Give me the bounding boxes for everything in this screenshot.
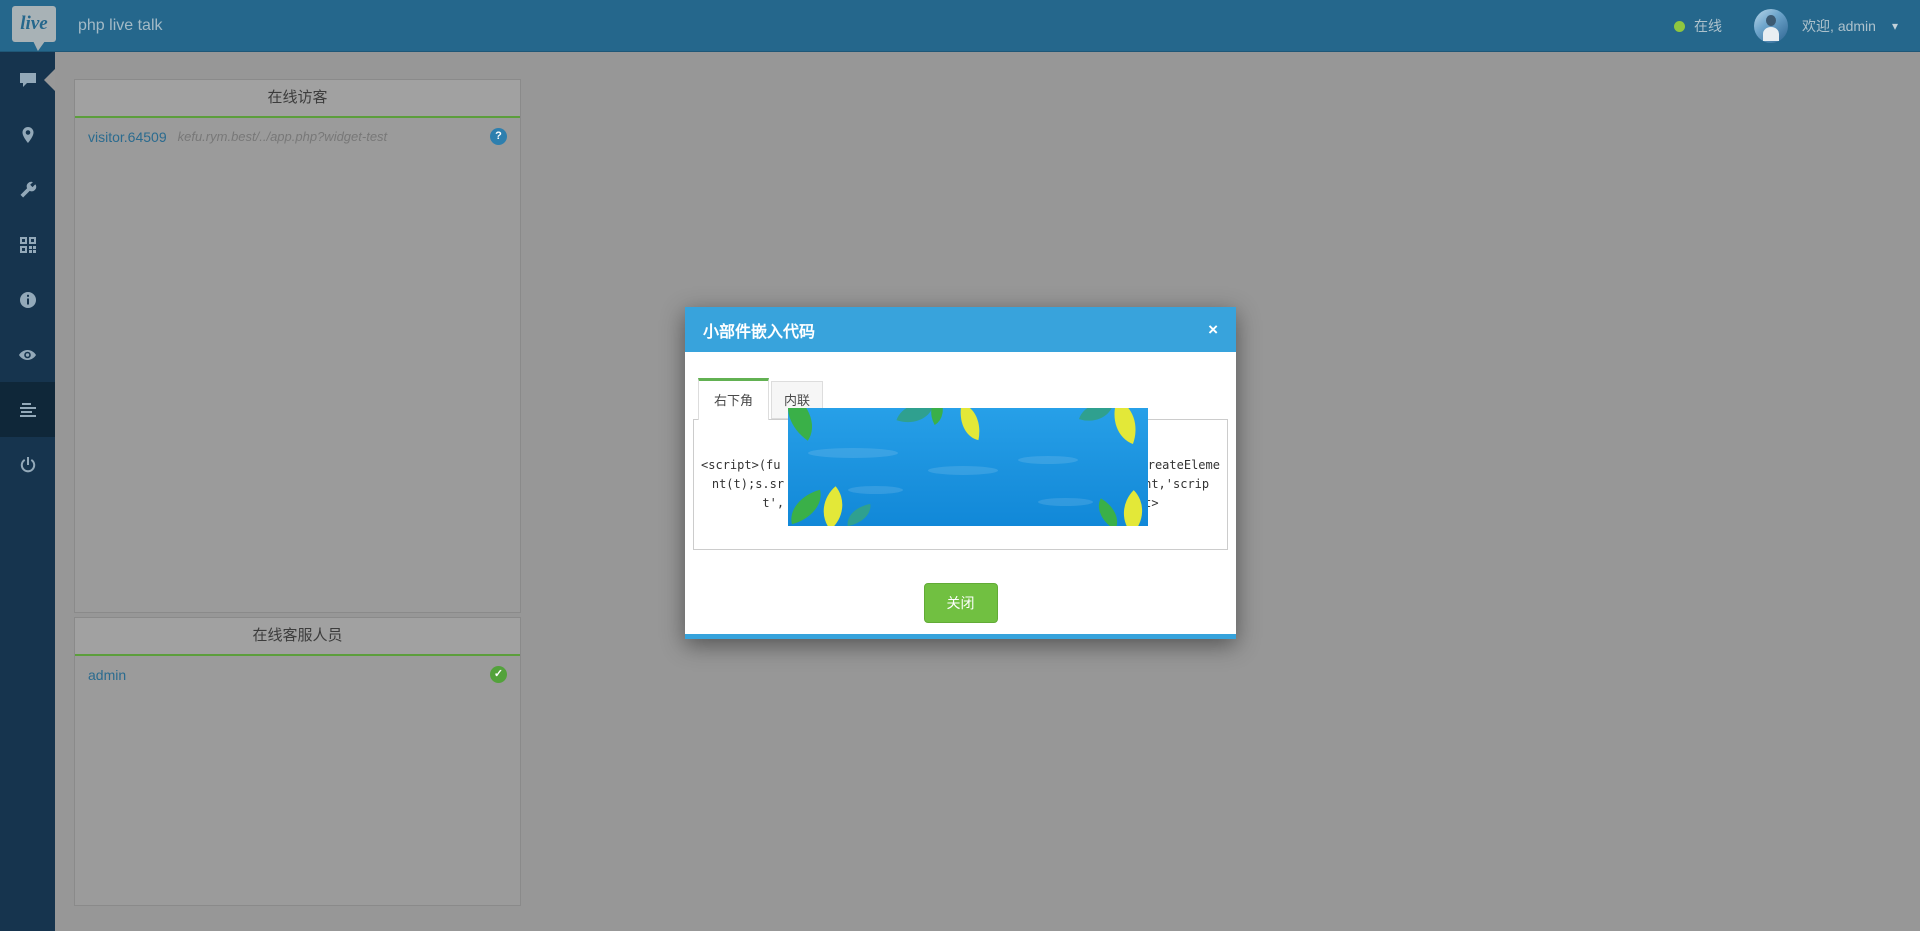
app-logo[interactable]: live xyxy=(12,6,56,51)
agent-name-link[interactable]: admin xyxy=(88,666,127,683)
leaf-icon xyxy=(1078,408,1114,428)
modal-footer: 关闭 xyxy=(693,550,1228,634)
qrcode-icon xyxy=(19,236,36,253)
online-agents-panel: 在线客服人员 admin ✓ xyxy=(74,617,521,906)
list-icon xyxy=(19,402,36,417)
agents-panel-title: 在线客服人员 xyxy=(75,618,520,656)
help-icon[interactable]: ? xyxy=(490,128,507,145)
eye-icon xyxy=(19,349,36,360)
welcome-text: 欢迎, admin xyxy=(1802,18,1876,34)
logo-text: live xyxy=(20,13,48,34)
online-status-toggle[interactable]: 在线 xyxy=(1674,16,1722,36)
visitor-row[interactable]: visitor.64509 kefu.rym.best/../app.php?w… xyxy=(75,118,520,155)
online-dot-icon xyxy=(1674,20,1686,32)
close-icon[interactable]: × xyxy=(1208,320,1218,339)
sidebar-item-visitors[interactable] xyxy=(0,107,55,162)
leaf-icon xyxy=(1090,498,1126,526)
wrench-icon xyxy=(20,181,36,197)
sidebar-item-chats[interactable] xyxy=(0,52,55,107)
power-icon xyxy=(20,456,35,472)
location-icon xyxy=(22,126,33,143)
leaf-icon xyxy=(1104,408,1146,445)
check-circle-icon: ✓ xyxy=(490,666,507,683)
tab-bottom-right[interactable]: 右下角 xyxy=(698,378,770,420)
leaf-icon xyxy=(954,408,986,441)
close-button[interactable]: 关闭 xyxy=(923,583,998,623)
sidebar-item-logs[interactable] xyxy=(0,382,55,437)
sidebar-item-monitor[interactable] xyxy=(0,327,55,382)
logo-bubble-tail xyxy=(30,41,46,51)
leaf-icon xyxy=(788,489,827,525)
leaf-icon xyxy=(844,503,874,526)
sidebar xyxy=(0,52,55,931)
leaf-icon xyxy=(788,408,825,441)
sidebar-item-about[interactable] xyxy=(0,272,55,327)
widget-preview-image xyxy=(788,408,1148,526)
visitors-panel-title: 在线访客 xyxy=(75,80,520,118)
code-line: nt(t);s.sr nt,'scrip xyxy=(711,477,1210,491)
modal-header: 小部件嵌入代码 × xyxy=(685,307,1236,352)
topbar: live php live talk 在线 欢迎, admin ▾ xyxy=(0,0,1920,52)
agent-row[interactable]: admin ✓ xyxy=(75,656,520,693)
online-visitors-panel: 在线访客 visitor.64509 kefu.rym.best/../app.… xyxy=(74,79,521,613)
sidebar-item-logout[interactable] xyxy=(0,437,55,492)
active-item-arrow xyxy=(44,69,55,91)
modal-title: 小部件嵌入代码 xyxy=(703,323,816,341)
leaf-icon xyxy=(896,408,934,431)
comment-icon xyxy=(19,72,36,87)
info-icon xyxy=(19,291,36,308)
code-line: <script>(fu createEleme xyxy=(701,458,1220,472)
chevron-down-icon[interactable]: ▾ xyxy=(1891,19,1898,33)
visitor-page-url: kefu.rym.best/../app.php?widget-test xyxy=(177,129,388,144)
online-status-label: 在线 xyxy=(1694,18,1723,34)
sidebar-item-settings[interactable] xyxy=(0,162,55,217)
avatar[interactable] xyxy=(1754,9,1789,43)
app-title: php live talk xyxy=(78,17,163,34)
topbar-right: 在线 欢迎, admin ▾ xyxy=(1674,0,1898,52)
visitor-name-link[interactable]: visitor.64509 xyxy=(88,128,167,145)
sidebar-item-widget-code[interactable] xyxy=(0,217,55,272)
